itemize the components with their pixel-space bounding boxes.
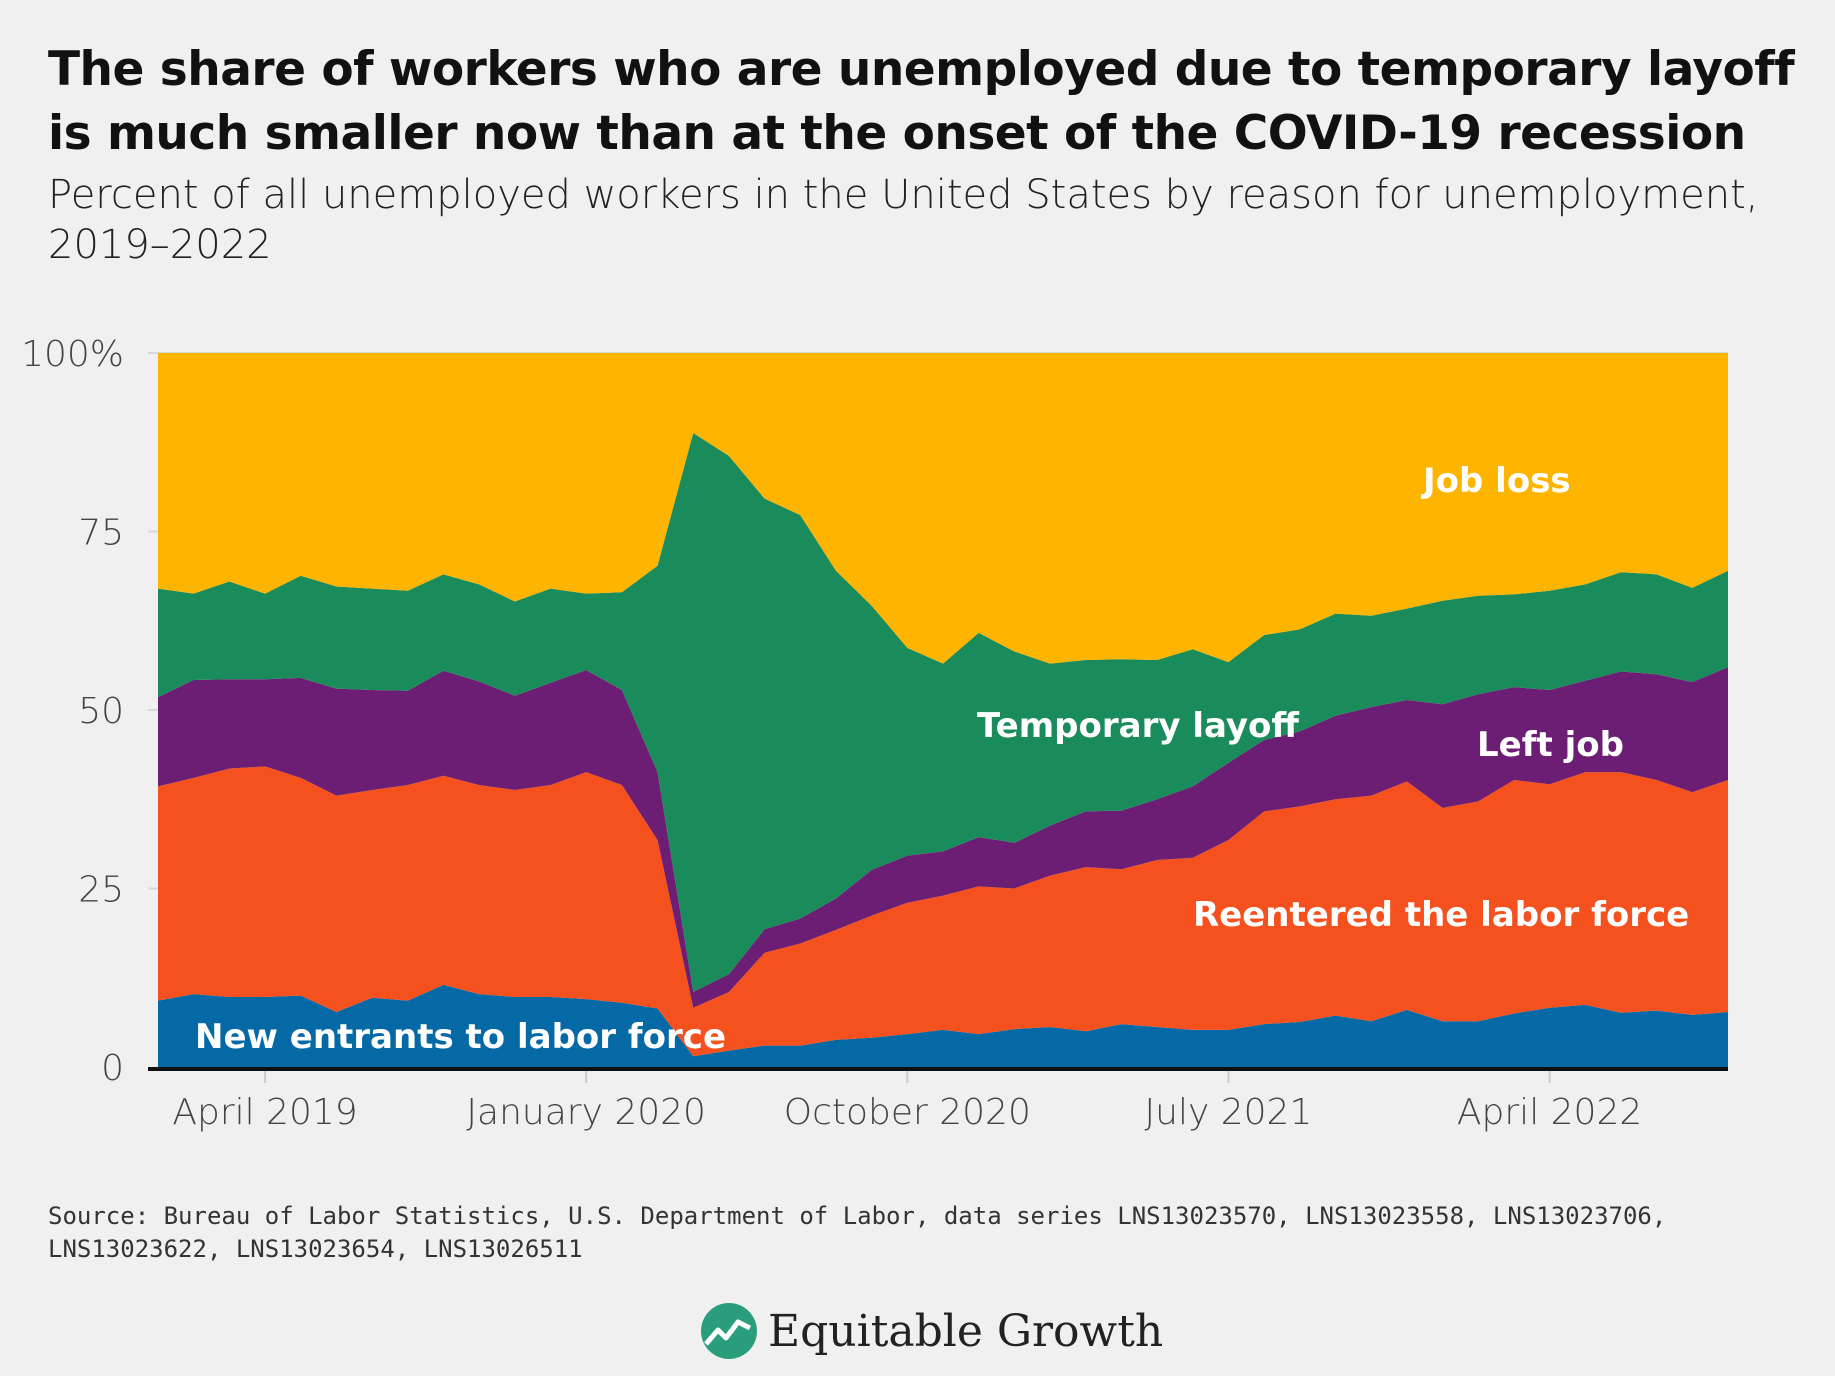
area-job-loss <box>158 353 1728 664</box>
area-reentered-the-labor-force <box>158 766 1728 1057</box>
x-tick-label: April 2022 <box>1457 1092 1642 1133</box>
x-tick-label: January 2020 <box>466 1092 706 1133</box>
x-tick-label: July 2021 <box>1145 1092 1313 1133</box>
series-label-job-loss: Job loss <box>1421 461 1571 501</box>
series-label-left-job: Left job <box>1477 725 1624 765</box>
area-new-entrants-to-labor-force <box>158 984 1728 1067</box>
logo-text: Equitable Growth <box>768 1305 1164 1357</box>
y-tick-label: 75 <box>78 513 124 554</box>
series-label-temporary-layoff: Temporary layoff <box>977 706 1299 746</box>
equitable-growth-logo: Equitable Growth <box>700 1302 1163 1360</box>
y-tick-label: 50 <box>78 691 124 732</box>
series-label-reentered: Reentered the labor force <box>1193 895 1689 935</box>
y-tick-label: 25 <box>78 870 124 911</box>
area-temporary-layoff <box>158 432 1728 993</box>
y-tick-label: 0 <box>101 1048 124 1089</box>
chart-subtitle: Percent of all unemployed workers in the… <box>48 172 1759 268</box>
stacked-area-chart: 0 25 50 75 100% April 2019 January 2020 Octobe… <box>21 334 1728 1133</box>
x-tick-label: April 2019 <box>172 1092 357 1133</box>
series-labels: New entrants to labor force Reentered th… <box>195 461 1689 1057</box>
chart-title: The share of workers who are unemployed … <box>48 42 1795 161</box>
y-axis: 0 25 50 75 100% <box>21 334 124 1089</box>
logo-growth-icon <box>701 1303 757 1359</box>
area-series <box>148 353 1728 1071</box>
source-note: Source: Bureau of Labor Statistics, U.S.… <box>48 1202 1667 1263</box>
y-tick-label: 100% <box>21 334 124 375</box>
area-left-job <box>158 667 1728 1008</box>
series-label-new-entrants: New entrants to labor force <box>195 1017 726 1057</box>
x-tick-label: October 2020 <box>784 1092 1031 1133</box>
x-axis: April 2019 January 2020 October 2020 July 2… <box>172 1071 1642 1133</box>
